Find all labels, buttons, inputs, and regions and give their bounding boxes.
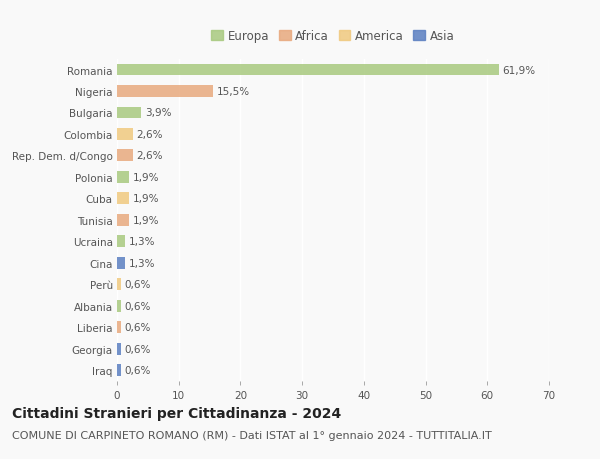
Bar (117, 300, 121, 312)
Text: 1,3%: 1,3% (129, 258, 155, 268)
Bar (117, 172, 129, 183)
Text: 2,6%: 2,6% (137, 129, 163, 140)
Bar (117, 64, 499, 76)
Bar (117, 279, 121, 291)
Text: 0,6%: 0,6% (124, 344, 151, 354)
Text: 1,3%: 1,3% (129, 237, 155, 247)
Text: Cittadini Stranieri per Cittadinanza - 2024: Cittadini Stranieri per Cittadinanza - 2… (12, 406, 341, 420)
Bar (117, 343, 121, 355)
Bar (117, 150, 133, 162)
Legend: Europa, Africa, America, Asia: Europa, Africa, America, Asia (211, 30, 455, 43)
Text: COMUNE DI CARPINETO ROMANO (RM) - Dati ISTAT al 1° gennaio 2024 - TUTTITALIA.IT: COMUNE DI CARPINETO ROMANO (RM) - Dati I… (12, 431, 492, 441)
Text: 0,6%: 0,6% (124, 280, 151, 290)
Text: 1,9%: 1,9% (133, 215, 159, 225)
Bar (117, 86, 212, 98)
Bar (117, 321, 121, 333)
Text: 1,9%: 1,9% (133, 173, 159, 183)
Text: 0,6%: 0,6% (124, 322, 151, 332)
Bar (117, 214, 129, 226)
Text: 61,9%: 61,9% (503, 65, 536, 75)
Text: 0,6%: 0,6% (124, 365, 151, 375)
Text: 3,9%: 3,9% (145, 108, 171, 118)
Text: 1,9%: 1,9% (133, 194, 159, 204)
Bar (117, 193, 129, 205)
Bar (117, 364, 121, 376)
Text: 0,6%: 0,6% (124, 301, 151, 311)
Text: 15,5%: 15,5% (217, 87, 250, 97)
Bar (117, 107, 141, 119)
Bar (117, 236, 125, 247)
Bar (117, 129, 133, 140)
Bar (117, 257, 125, 269)
Text: 2,6%: 2,6% (137, 151, 163, 161)
